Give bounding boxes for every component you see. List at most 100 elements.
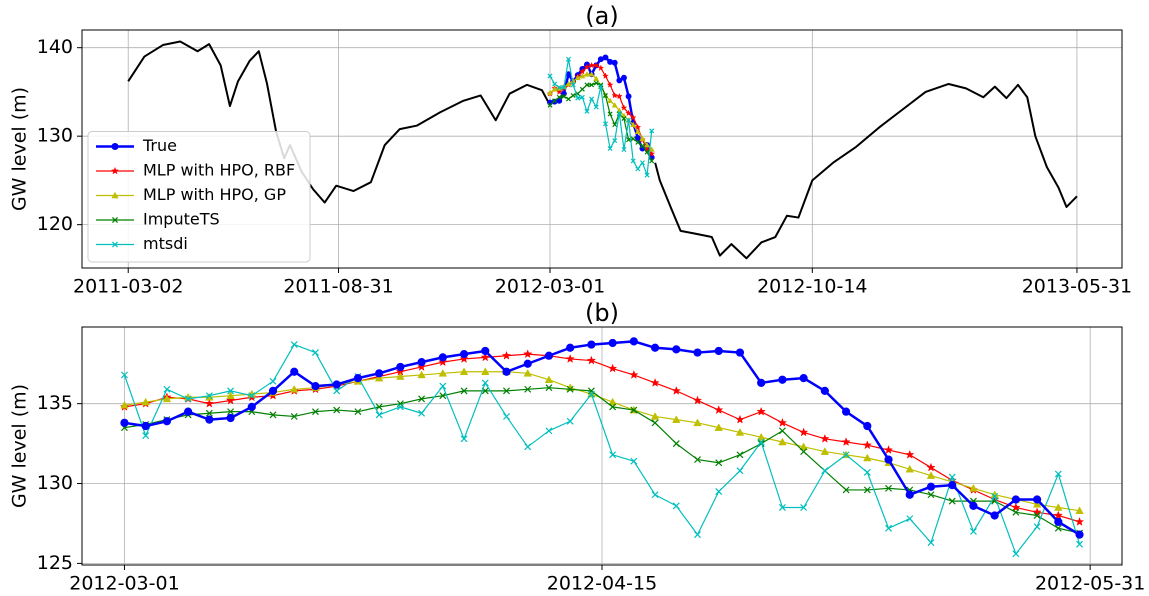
marker xyxy=(621,115,627,121)
marker xyxy=(626,117,632,123)
marker xyxy=(990,511,999,520)
marker xyxy=(602,92,608,98)
marker xyxy=(570,92,576,98)
series-line xyxy=(124,340,1081,536)
marker xyxy=(375,403,383,411)
marker xyxy=(926,471,936,479)
marker xyxy=(649,128,655,134)
marker xyxy=(416,362,427,371)
marker xyxy=(120,371,128,379)
marker xyxy=(290,412,298,420)
marker xyxy=(612,122,618,128)
marker xyxy=(120,400,129,409)
marker xyxy=(578,67,586,75)
marker xyxy=(396,400,404,408)
marker xyxy=(333,387,341,395)
marker xyxy=(545,427,553,435)
marker xyxy=(1011,502,1021,512)
marker xyxy=(650,377,660,387)
marker xyxy=(583,63,591,71)
y-tick-label: 120 xyxy=(37,213,73,235)
marker xyxy=(607,146,613,152)
marker xyxy=(1032,507,1042,517)
marker xyxy=(650,412,660,420)
marker xyxy=(639,143,645,149)
marker xyxy=(556,94,562,100)
marker xyxy=(374,373,384,382)
marker xyxy=(969,484,978,492)
marker xyxy=(333,406,341,414)
marker xyxy=(565,56,571,62)
marker xyxy=(593,104,599,110)
x-tick-label: 2012-03-01 xyxy=(69,573,179,595)
marker xyxy=(205,415,214,424)
marker xyxy=(634,134,641,141)
marker xyxy=(799,442,808,451)
marker xyxy=(417,370,426,379)
marker xyxy=(969,501,978,511)
marker xyxy=(644,149,650,155)
marker xyxy=(884,455,893,464)
marker xyxy=(672,440,680,448)
marker xyxy=(927,539,935,547)
marker xyxy=(611,102,618,108)
marker xyxy=(290,341,298,349)
marker xyxy=(111,191,119,199)
marker xyxy=(1054,503,1063,511)
marker xyxy=(204,398,215,408)
marker xyxy=(112,217,118,223)
marker xyxy=(692,395,703,405)
marker xyxy=(566,343,575,352)
marker xyxy=(1011,495,1020,504)
legend-box xyxy=(87,131,311,263)
legend-label: mtsdi xyxy=(143,234,188,253)
marker xyxy=(693,418,702,427)
marker xyxy=(602,72,609,79)
marker xyxy=(1074,516,1085,526)
marker xyxy=(544,351,554,360)
marker xyxy=(162,394,172,403)
marker xyxy=(163,385,171,393)
marker xyxy=(565,80,572,87)
marker xyxy=(883,445,894,454)
marker xyxy=(502,367,511,376)
marker xyxy=(648,146,655,152)
marker xyxy=(616,77,623,84)
legend-label: True xyxy=(142,136,177,155)
marker xyxy=(639,160,645,166)
marker xyxy=(501,350,512,360)
marker xyxy=(184,395,192,403)
marker xyxy=(142,432,150,440)
x-tick-label: 2012-04-15 xyxy=(547,573,657,595)
marker xyxy=(606,81,614,88)
marker xyxy=(991,492,999,500)
marker xyxy=(565,354,575,363)
marker xyxy=(248,392,256,400)
marker xyxy=(269,377,277,385)
marker xyxy=(225,395,236,405)
marker xyxy=(715,488,723,495)
marker xyxy=(584,108,590,114)
marker xyxy=(649,158,655,164)
marker xyxy=(1053,510,1064,520)
marker xyxy=(1054,470,1062,478)
marker xyxy=(621,146,627,152)
marker xyxy=(588,71,595,77)
x-tick-label: 2011-08-31 xyxy=(283,276,393,298)
marker xyxy=(396,403,404,411)
marker xyxy=(459,354,469,363)
marker xyxy=(598,84,604,90)
marker xyxy=(438,369,448,377)
marker xyxy=(579,86,585,92)
marker xyxy=(863,486,871,494)
marker xyxy=(616,110,622,116)
marker xyxy=(777,417,788,427)
marker xyxy=(111,142,119,151)
frame xyxy=(81,326,1123,566)
x-tick-label: 2012-03-01 xyxy=(495,276,605,298)
marker xyxy=(439,392,447,400)
marker xyxy=(417,358,426,367)
marker xyxy=(842,451,850,459)
marker xyxy=(481,346,490,356)
marker xyxy=(227,408,235,416)
